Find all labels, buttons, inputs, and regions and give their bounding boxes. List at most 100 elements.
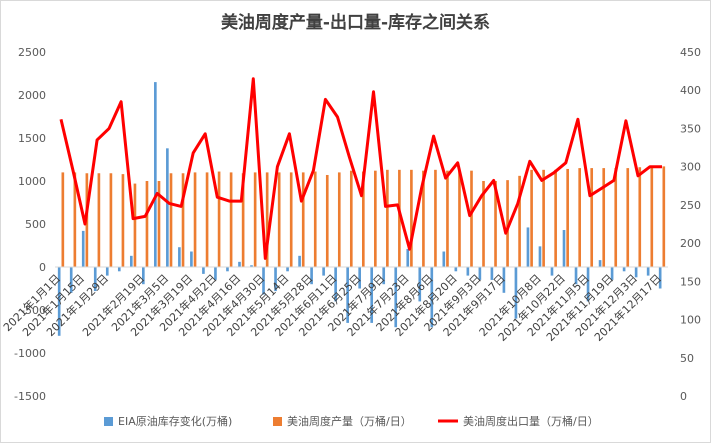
bar-production (289, 172, 293, 267)
bar-production (446, 170, 449, 267)
bar-inventory-change (574, 267, 578, 285)
bar-production (566, 168, 569, 267)
y-axis-left: -1500 -1000 -500 0 500 1000 1500 2000 2500 (14, 46, 46, 403)
bar-inventory-change (238, 261, 241, 267)
y-tick-label-left: 1000 (18, 175, 46, 188)
bar-inventory-change (334, 267, 337, 302)
bar-production (157, 181, 161, 267)
bar-inventory-change (406, 248, 410, 267)
bar-production (145, 181, 149, 267)
y-axis-right: 0 50 100 150 200 250 300 350 400 450 (680, 46, 701, 403)
bar-production (337, 172, 341, 267)
bar-inventory-change (202, 267, 205, 274)
y-tick-label-right: 200 (680, 237, 701, 250)
bar-production (205, 172, 209, 267)
bar-inventory-change (142, 267, 145, 285)
bar-inventory-change (178, 247, 181, 267)
bar-production (229, 172, 233, 267)
bar-inventory-change (262, 267, 265, 295)
bar-inventory-change (298, 255, 301, 267)
bar-production (494, 181, 497, 267)
bar-inventory-change (274, 267, 277, 292)
legend-label: 美油周度出口量（万桶/日） (463, 414, 599, 428)
y-tick-label-right: 0 (680, 390, 687, 403)
bar-inventory-change (93, 267, 97, 292)
bar-production (121, 174, 125, 267)
bar-production (410, 169, 413, 267)
bar-inventory-change (526, 227, 530, 267)
bar-production (518, 175, 521, 267)
y-tick-label-right: 150 (680, 275, 701, 288)
bar-inventory-change (370, 267, 374, 323)
bar-production (61, 172, 65, 267)
bar-inventory-change (190, 251, 193, 267)
bar-inventory-change (514, 267, 518, 319)
legend-swatch (273, 417, 282, 426)
bar-inventory-change (550, 267, 554, 276)
bar-production (133, 183, 137, 267)
bar-inventory-change (490, 267, 494, 280)
y-tick-label-left: 2500 (18, 46, 46, 59)
y-tick-label-right: 50 (680, 352, 694, 365)
bar-inventory-change (382, 267, 386, 285)
bar-production (169, 173, 173, 267)
bar-inventory-change (394, 267, 398, 328)
bar-production (265, 172, 269, 267)
bar-inventory-change (442, 251, 446, 267)
bar-inventory-change (538, 246, 542, 267)
bar-production (253, 172, 257, 267)
y-tick-label-left: 500 (25, 218, 46, 231)
bar-production (542, 169, 545, 267)
bar-inventory-change (454, 267, 458, 272)
bar-production (313, 171, 317, 267)
bar-production (506, 180, 509, 267)
bar-production (349, 170, 353, 267)
bar-production (638, 167, 642, 267)
bar-production (386, 169, 389, 267)
bar-inventory-change (117, 267, 121, 272)
bar-inventory-change (310, 267, 313, 285)
bar-production (398, 169, 401, 267)
chart-title: 美油周度产量-出口量-库存之间关系 (221, 12, 490, 33)
bar-production (590, 168, 594, 267)
legend: EIA原油库存变化(万桶) 美油周度产量（万桶/日） 美油周度出口量（万桶/日） (104, 414, 599, 428)
y-tick-label-left: 0 (39, 261, 46, 274)
bar-production (434, 169, 437, 267)
bar-inventory-change (430, 267, 434, 328)
legend-label: 美油周度产量（万桶/日） (287, 414, 412, 428)
bar-inventory-change (478, 267, 482, 280)
bar-inventory-change (502, 267, 506, 293)
bar-production (217, 171, 221, 267)
bar-inventory-change (418, 267, 422, 302)
line-layer (59, 77, 662, 260)
bar-inventory-change (69, 267, 73, 293)
bar-production (73, 172, 77, 267)
bars-layer (57, 82, 666, 336)
y-tick-label-right: 450 (680, 46, 701, 59)
bar-inventory-change (598, 260, 602, 267)
y-tick-label-right: 300 (680, 161, 701, 174)
y-tick-label-right: 250 (680, 199, 701, 212)
y-tick-label-left: 2000 (18, 89, 46, 102)
bar-production (422, 170, 425, 267)
bar-inventory-change (154, 82, 157, 267)
bar-production (470, 170, 473, 267)
y-tick-label-left: 1500 (18, 132, 46, 145)
y-tick-label-left: -1500 (14, 390, 46, 403)
bar-inventory-change (105, 267, 109, 276)
bar-inventory-change (610, 267, 614, 280)
y-tick-label-right: 100 (680, 314, 701, 327)
bar-inventory-change (286, 267, 289, 272)
bar-inventory-change (466, 267, 470, 276)
bar-production (578, 168, 581, 267)
y-tick-label-left: -1000 (14, 347, 46, 360)
bar-production (325, 174, 329, 267)
bar-inventory-change (81, 230, 85, 267)
bar-inventory-change (358, 267, 361, 289)
bar-inventory-change (658, 267, 662, 289)
bar-production (614, 168, 618, 267)
bar-inventory-change (562, 230, 566, 267)
bar-inventory-change (634, 267, 638, 278)
